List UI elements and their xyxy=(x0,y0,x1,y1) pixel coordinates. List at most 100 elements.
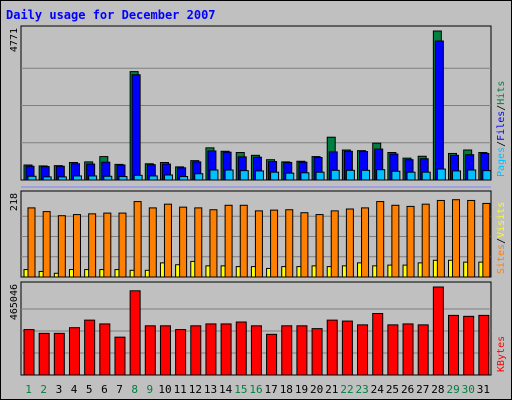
y-max-label-hits_files_pages: 4771 xyxy=(9,28,20,52)
bar-sites-day-6 xyxy=(103,212,112,278)
bar-files-day-28 xyxy=(434,40,444,181)
bar-kbytes-day-19 xyxy=(296,325,308,376)
bar-sites-day-1 xyxy=(27,207,36,278)
bar-sites-day-18 xyxy=(285,209,294,278)
legend-sites_visits: Sites/Visits xyxy=(496,202,507,274)
bar-kbytes-day-3 xyxy=(53,332,65,376)
bar-kbytes-day-23 xyxy=(357,324,369,376)
day-label-24: 24 xyxy=(371,383,385,396)
bar-kbytes-day-29 xyxy=(448,314,460,376)
bar-kbytes-day-5 xyxy=(84,319,96,376)
legend-entry: Pages xyxy=(496,147,507,177)
bar-sites-day-8 xyxy=(133,201,142,278)
bar-pages-day-29 xyxy=(452,170,462,181)
day-label-18: 18 xyxy=(280,383,293,396)
legend-entry: Files xyxy=(496,111,507,141)
bar-pages-day-7 xyxy=(118,176,128,181)
bar-sites-day-2 xyxy=(42,211,51,278)
day-label-31: 31 xyxy=(477,383,490,396)
day-label-27: 27 xyxy=(416,383,429,396)
y-max-label-sites_visits: 218 xyxy=(9,193,20,211)
bar-kbytes-day-10 xyxy=(159,325,171,376)
day-label-12: 12 xyxy=(189,383,202,396)
legend-entry: / xyxy=(496,105,507,111)
bar-sites-day-13 xyxy=(209,209,218,278)
legend-entry: Visits xyxy=(496,202,507,238)
bar-kbytes-day-12 xyxy=(190,325,202,376)
bar-pages-day-13 xyxy=(209,169,219,181)
bar-pages-day-2 xyxy=(42,176,52,181)
bar-kbytes-day-25 xyxy=(387,324,399,376)
bar-kbytes-day-18 xyxy=(281,325,293,376)
bar-kbytes-day-8 xyxy=(129,290,141,376)
day-label-20: 20 xyxy=(310,383,323,396)
bar-kbytes-day-17 xyxy=(266,333,278,376)
bar-kbytes-day-2 xyxy=(38,332,50,376)
legend-kbytes: KBytes xyxy=(496,336,507,372)
bar-pages-day-24 xyxy=(376,169,386,181)
day-label-26: 26 xyxy=(401,383,414,396)
bar-pages-day-21 xyxy=(330,169,340,181)
plot-area-hits_files_pages xyxy=(20,25,492,181)
bar-pages-day-17 xyxy=(270,171,280,181)
day-label-11: 11 xyxy=(174,383,187,396)
day-label-29: 29 xyxy=(446,383,459,396)
bar-pages-day-22 xyxy=(345,169,355,181)
bar-sites-day-27 xyxy=(421,203,430,278)
legend-entry: KBytes xyxy=(496,336,507,372)
panel-sites_visits: 218 Sites/Visits xyxy=(9,190,507,278)
day-axis-labels: 1 2 3 4 5 6 7 8 9 10 11 12 13 14 15 16 17 18 19 20 21 22 23 24 2… xyxy=(25,383,490,396)
bar-pages-day-3 xyxy=(57,176,67,181)
day-label-15: 15 xyxy=(234,383,247,396)
bar-kbytes-day-6 xyxy=(99,323,111,376)
legend-entry: / xyxy=(496,141,507,147)
y-max-label-kbytes: 465046 xyxy=(9,284,20,320)
legend-entry: Sites xyxy=(496,244,507,274)
bar-pages-day-6 xyxy=(103,175,113,181)
bar-pages-day-8 xyxy=(133,174,143,181)
bar-kbytes-day-24 xyxy=(372,313,384,376)
day-label-21: 21 xyxy=(325,383,338,396)
day-label-8: 8 xyxy=(131,383,138,396)
bar-kbytes-day-28 xyxy=(432,286,444,376)
bar-pages-day-20 xyxy=(315,171,325,181)
bar-pages-day-11 xyxy=(179,176,189,181)
day-label-6: 6 xyxy=(101,383,108,396)
legend-entry: Hits xyxy=(496,81,507,105)
day-label-30: 30 xyxy=(462,383,475,396)
bar-sites-day-11 xyxy=(179,206,188,278)
bar-sites-day-24 xyxy=(376,201,385,278)
day-label-28: 28 xyxy=(431,383,444,396)
day-label-19: 19 xyxy=(295,383,308,396)
bar-sites-day-19 xyxy=(300,212,309,278)
bar-sites-day-9 xyxy=(148,207,157,278)
day-label-2: 2 xyxy=(40,383,47,396)
bar-sites-day-10 xyxy=(163,203,172,278)
bar-sites-day-14 xyxy=(224,204,233,278)
chart-panels: 4771Pages/Files/Hits218Sites/Visits46504… xyxy=(9,25,507,376)
bar-sites-day-15 xyxy=(239,204,248,278)
bar-pages-day-23 xyxy=(361,169,371,181)
bar-kbytes-day-27 xyxy=(417,324,429,376)
bar-pages-day-19 xyxy=(300,172,310,181)
bar-pages-day-28 xyxy=(436,168,446,181)
bar-pages-day-9 xyxy=(148,175,158,181)
day-label-1: 1 xyxy=(25,383,32,396)
day-label-14: 14 xyxy=(219,383,233,396)
bar-pages-day-5 xyxy=(88,175,98,181)
bar-kbytes-day-16 xyxy=(250,325,262,376)
bar-kbytes-day-11 xyxy=(175,329,187,376)
day-label-4: 4 xyxy=(71,383,78,396)
bar-pages-day-16 xyxy=(254,170,264,181)
bar-pages-day-31 xyxy=(482,170,492,181)
bar-sites-day-28 xyxy=(436,199,445,278)
bar-files-day-8 xyxy=(131,74,141,181)
day-label-10: 10 xyxy=(158,383,171,396)
bar-pages-day-4 xyxy=(72,175,82,181)
bar-pages-day-30 xyxy=(467,169,477,181)
bar-kbytes-day-13 xyxy=(205,323,217,376)
bar-pages-day-25 xyxy=(391,170,401,181)
bar-sites-day-31 xyxy=(482,202,491,278)
